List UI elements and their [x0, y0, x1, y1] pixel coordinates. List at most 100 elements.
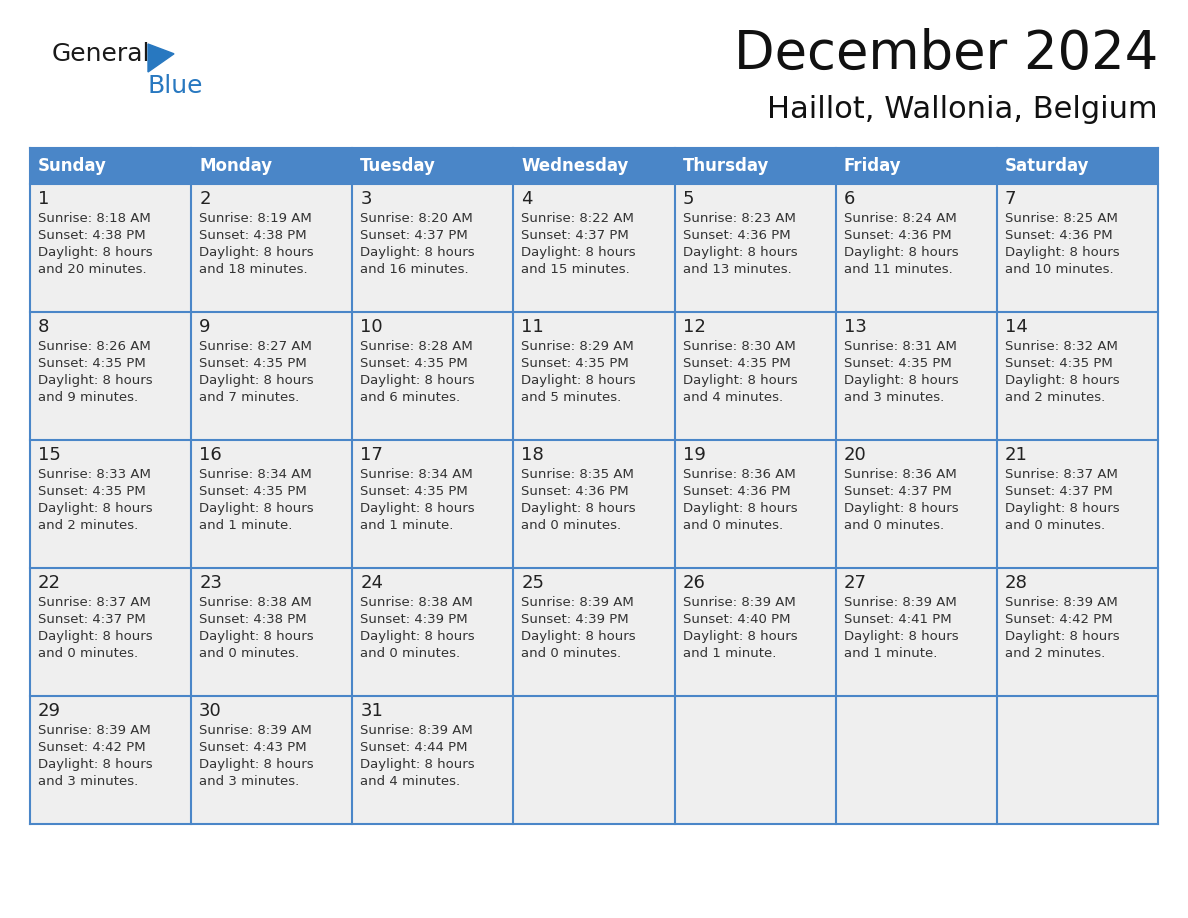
- Text: Daylight: 8 hours: Daylight: 8 hours: [360, 375, 475, 387]
- Text: and 0 minutes.: and 0 minutes.: [522, 647, 621, 660]
- Text: Blue: Blue: [148, 74, 203, 98]
- Text: Sunset: 4:35 PM: Sunset: 4:35 PM: [843, 357, 952, 370]
- Bar: [835, 148, 997, 184]
- Text: Sunrise: 8:39 AM: Sunrise: 8:39 AM: [683, 596, 795, 610]
- Text: and 2 minutes.: and 2 minutes.: [38, 520, 138, 532]
- Text: Sunrise: 8:38 AM: Sunrise: 8:38 AM: [360, 596, 473, 610]
- Bar: [675, 148, 835, 184]
- Text: 26: 26: [683, 574, 706, 592]
- Text: Sunset: 4:42 PM: Sunset: 4:42 PM: [38, 741, 146, 755]
- Text: Sunset: 4:36 PM: Sunset: 4:36 PM: [683, 230, 790, 242]
- Text: and 15 minutes.: and 15 minutes.: [522, 263, 630, 276]
- Text: Sunrise: 8:36 AM: Sunrise: 8:36 AM: [683, 468, 795, 481]
- Text: and 0 minutes.: and 0 minutes.: [360, 647, 461, 660]
- Text: Sunset: 4:36 PM: Sunset: 4:36 PM: [683, 486, 790, 498]
- Text: Daylight: 8 hours: Daylight: 8 hours: [683, 246, 797, 259]
- Text: Sunset: 4:41 PM: Sunset: 4:41 PM: [843, 613, 952, 626]
- Text: Sunrise: 8:39 AM: Sunrise: 8:39 AM: [522, 596, 634, 610]
- Text: Daylight: 8 hours: Daylight: 8 hours: [522, 502, 636, 515]
- Text: Daylight: 8 hours: Daylight: 8 hours: [360, 246, 475, 259]
- Text: and 3 minutes.: and 3 minutes.: [843, 391, 944, 404]
- Text: Sunrise: 8:37 AM: Sunrise: 8:37 AM: [38, 596, 151, 610]
- Text: 3: 3: [360, 190, 372, 208]
- Text: Daylight: 8 hours: Daylight: 8 hours: [683, 630, 797, 644]
- Text: Daylight: 8 hours: Daylight: 8 hours: [843, 375, 959, 387]
- Text: Daylight: 8 hours: Daylight: 8 hours: [200, 246, 314, 259]
- Text: 29: 29: [38, 702, 61, 720]
- Text: Sunset: 4:39 PM: Sunset: 4:39 PM: [522, 613, 630, 626]
- Text: 2: 2: [200, 190, 210, 208]
- Text: 6: 6: [843, 190, 855, 208]
- Text: Haillot, Wallonia, Belgium: Haillot, Wallonia, Belgium: [767, 95, 1158, 124]
- Text: Sunset: 4:35 PM: Sunset: 4:35 PM: [522, 357, 630, 370]
- Text: and 1 minute.: and 1 minute.: [360, 520, 454, 532]
- Text: Sunrise: 8:34 AM: Sunrise: 8:34 AM: [200, 468, 312, 481]
- Text: and 3 minutes.: and 3 minutes.: [200, 775, 299, 789]
- Text: Daylight: 8 hours: Daylight: 8 hours: [1005, 375, 1119, 387]
- Text: 16: 16: [200, 446, 222, 464]
- Text: and 10 minutes.: and 10 minutes.: [1005, 263, 1113, 276]
- Text: 31: 31: [360, 702, 384, 720]
- Text: Sunday: Sunday: [38, 157, 107, 175]
- Text: Sunset: 4:37 PM: Sunset: 4:37 PM: [843, 486, 952, 498]
- Text: 21: 21: [1005, 446, 1028, 464]
- Text: 18: 18: [522, 446, 544, 464]
- Text: and 1 minute.: and 1 minute.: [683, 647, 776, 660]
- Text: Sunset: 4:38 PM: Sunset: 4:38 PM: [38, 230, 146, 242]
- Text: 28: 28: [1005, 574, 1028, 592]
- Text: Sunrise: 8:18 AM: Sunrise: 8:18 AM: [38, 212, 151, 225]
- Text: Tuesday: Tuesday: [360, 157, 436, 175]
- Bar: [30, 568, 1158, 696]
- Text: Sunrise: 8:36 AM: Sunrise: 8:36 AM: [843, 468, 956, 481]
- Text: Daylight: 8 hours: Daylight: 8 hours: [843, 246, 959, 259]
- Text: Daylight: 8 hours: Daylight: 8 hours: [843, 502, 959, 515]
- Bar: [30, 312, 1158, 440]
- Bar: [30, 184, 1158, 312]
- Text: Sunset: 4:35 PM: Sunset: 4:35 PM: [360, 486, 468, 498]
- Text: Sunrise: 8:33 AM: Sunrise: 8:33 AM: [38, 468, 151, 481]
- Text: Daylight: 8 hours: Daylight: 8 hours: [522, 246, 636, 259]
- Text: Daylight: 8 hours: Daylight: 8 hours: [200, 758, 314, 771]
- Text: General: General: [52, 42, 151, 66]
- Text: and 2 minutes.: and 2 minutes.: [1005, 391, 1105, 404]
- Text: Sunset: 4:44 PM: Sunset: 4:44 PM: [360, 741, 468, 755]
- Text: Sunset: 4:35 PM: Sunset: 4:35 PM: [1005, 357, 1113, 370]
- Text: and 11 minutes.: and 11 minutes.: [843, 263, 953, 276]
- Text: Sunrise: 8:39 AM: Sunrise: 8:39 AM: [360, 724, 473, 737]
- Text: and 18 minutes.: and 18 minutes.: [200, 263, 308, 276]
- Text: 10: 10: [360, 318, 383, 336]
- Text: Sunset: 4:35 PM: Sunset: 4:35 PM: [38, 357, 146, 370]
- Text: and 0 minutes.: and 0 minutes.: [522, 520, 621, 532]
- Text: Sunset: 4:36 PM: Sunset: 4:36 PM: [843, 230, 952, 242]
- Polygon shape: [148, 44, 173, 72]
- Text: Sunrise: 8:31 AM: Sunrise: 8:31 AM: [843, 341, 956, 353]
- Text: Sunset: 4:35 PM: Sunset: 4:35 PM: [38, 486, 146, 498]
- Text: Daylight: 8 hours: Daylight: 8 hours: [1005, 246, 1119, 259]
- Text: Sunrise: 8:39 AM: Sunrise: 8:39 AM: [200, 724, 312, 737]
- Text: and 13 minutes.: and 13 minutes.: [683, 263, 791, 276]
- Text: Sunrise: 8:29 AM: Sunrise: 8:29 AM: [522, 341, 634, 353]
- Text: Sunset: 4:37 PM: Sunset: 4:37 PM: [360, 230, 468, 242]
- Text: and 1 minute.: and 1 minute.: [200, 520, 292, 532]
- Text: and 6 minutes.: and 6 minutes.: [360, 391, 461, 404]
- Text: Sunset: 4:38 PM: Sunset: 4:38 PM: [200, 230, 307, 242]
- Text: Thursday: Thursday: [683, 157, 769, 175]
- Bar: [353, 148, 513, 184]
- Text: Sunset: 4:37 PM: Sunset: 4:37 PM: [38, 613, 146, 626]
- Bar: [30, 696, 1158, 824]
- Text: Daylight: 8 hours: Daylight: 8 hours: [522, 375, 636, 387]
- Text: 5: 5: [683, 190, 694, 208]
- Text: Friday: Friday: [843, 157, 902, 175]
- Text: Sunset: 4:35 PM: Sunset: 4:35 PM: [200, 357, 307, 370]
- Text: Daylight: 8 hours: Daylight: 8 hours: [522, 630, 636, 644]
- Text: 13: 13: [843, 318, 866, 336]
- Text: and 0 minutes.: and 0 minutes.: [38, 647, 138, 660]
- Text: Sunset: 4:43 PM: Sunset: 4:43 PM: [200, 741, 307, 755]
- Text: Sunset: 4:37 PM: Sunset: 4:37 PM: [1005, 486, 1113, 498]
- Text: Sunset: 4:36 PM: Sunset: 4:36 PM: [522, 486, 630, 498]
- Text: Daylight: 8 hours: Daylight: 8 hours: [38, 758, 152, 771]
- Text: Sunrise: 8:27 AM: Sunrise: 8:27 AM: [200, 341, 312, 353]
- Text: 25: 25: [522, 574, 544, 592]
- Text: Sunrise: 8:39 AM: Sunrise: 8:39 AM: [1005, 596, 1118, 610]
- Text: Sunrise: 8:39 AM: Sunrise: 8:39 AM: [843, 596, 956, 610]
